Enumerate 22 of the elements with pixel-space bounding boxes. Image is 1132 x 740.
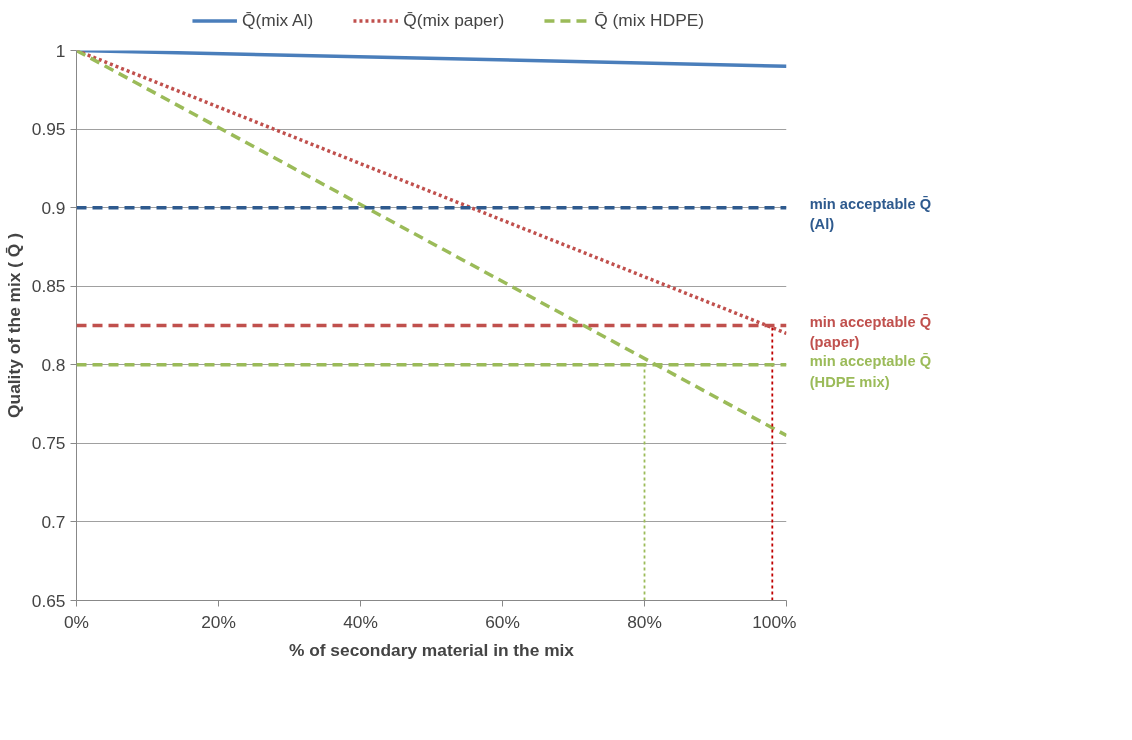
y-tick-label: 0.65 [31, 590, 66, 611]
x-tick-label: 20% [201, 611, 236, 632]
y-axis-title: Quality of the mix ( Q̄ ) [3, 233, 24, 418]
legend-label: Q̄(mix paper) [403, 9, 505, 31]
x-tick-label: 80% [627, 611, 662, 632]
x-tick-label: 100% [752, 611, 797, 632]
legend-label: Q̄ (mix HDPE) [594, 9, 705, 31]
ref-line-label: min acceptable Q̄ (HDPE mix) [809, 352, 932, 390]
y-tick-label: 0.75 [31, 433, 66, 454]
y-tick-label: 0.9 [41, 197, 66, 218]
x-tick-label: 40% [343, 611, 378, 632]
x-tick-label: 60% [485, 611, 520, 632]
y-tick-label: 0.7 [41, 511, 66, 532]
ref-line-label: min acceptable Q̄ (Al) [809, 194, 932, 233]
y-tick-label: 0.8 [41, 354, 66, 375]
x-axis-title: % of secondary material in the mix [288, 639, 575, 660]
x-tick-label: 0% [63, 611, 90, 632]
y-tick-label: 0.95 [31, 119, 66, 140]
legend-label: Q̄(mix Al) [241, 9, 314, 31]
ref-line-label: min acceptable Q̄ (paper) [809, 312, 932, 351]
y-tick-label: 1 [55, 40, 66, 61]
y-tick-label: 0.85 [31, 276, 66, 297]
